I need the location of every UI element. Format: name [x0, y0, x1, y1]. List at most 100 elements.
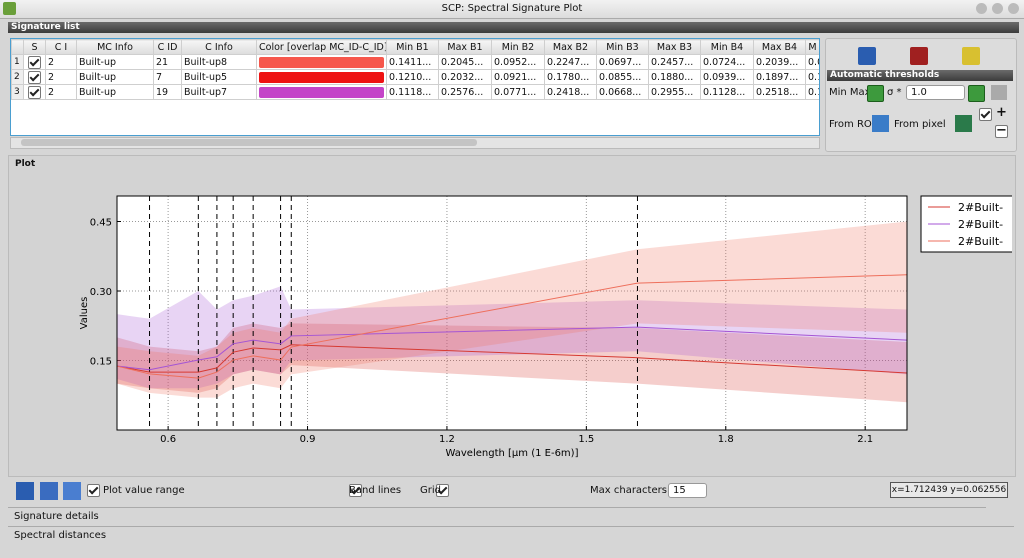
- series-line: [116, 344, 908, 374]
- plot-title: Plot: [15, 159, 36, 169]
- roi-button[interactable]: [872, 115, 889, 132]
- empty-cell: [806, 100, 820, 115]
- empty-cell: [649, 100, 701, 115]
- scroll-thumb[interactable]: [21, 139, 477, 146]
- table-row: 3 2 Built-up 19 Built-up7 0.1118... 0.2576... 0…: [11, 84, 819, 100]
- row-number: 3: [11, 84, 24, 100]
- empty-cell: [545, 100, 597, 115]
- empty-cell: [754, 130, 806, 136]
- cell-mc-id: 2: [45, 84, 77, 100]
- value-cell: 0.1411...: [386, 54, 439, 70]
- close-button[interactable]: [1008, 3, 1019, 14]
- value-cell: 0.1880...: [648, 69, 701, 85]
- column-header: S: [23, 39, 46, 55]
- sigma-input[interactable]: 1.0: [906, 85, 965, 100]
- column-header: Min B2: [491, 39, 545, 55]
- pixel-button[interactable]: [955, 115, 972, 132]
- y-tick-label: 0.45: [90, 217, 112, 228]
- value-cell: 0.1: [805, 69, 819, 85]
- color-cell: [256, 54, 387, 70]
- spectral-distances-tab[interactable]: Spectral distances: [8, 526, 1014, 543]
- from-roi-label: From ROI: [829, 119, 875, 130]
- minimize-button[interactable]: [976, 3, 987, 14]
- empty-cell: [182, 100, 257, 115]
- column-header: C Info: [181, 39, 257, 55]
- color-swatch: [259, 86, 384, 98]
- legend-label: 2#Built-: [958, 218, 1003, 231]
- color-cell: [256, 84, 387, 100]
- y-tick-label: 0.30: [90, 287, 112, 298]
- column-header: Max B3: [648, 39, 701, 55]
- min-max-button[interactable]: [867, 85, 884, 102]
- maximize-button[interactable]: [992, 3, 1003, 14]
- column-header: Min B3: [596, 39, 649, 55]
- column-header: Min B4: [700, 39, 754, 55]
- reset-button[interactable]: [991, 85, 1007, 100]
- empty-cell: [701, 115, 754, 130]
- empty-cell: [77, 130, 154, 136]
- value-cell: 0.2955...: [648, 84, 701, 100]
- remove-button[interactable]: [858, 47, 876, 65]
- axes-frame: [116, 195, 908, 431]
- cell-mc-id: 2: [45, 69, 77, 85]
- save-plot-button[interactable]: [40, 482, 58, 500]
- plot-value-range-checkbox[interactable]: [87, 484, 100, 497]
- from-pixel-label: From pixel: [894, 119, 946, 130]
- empty-cell: [24, 115, 46, 130]
- empty-cell: [649, 130, 701, 136]
- cell-c-info: Built-up5: [181, 69, 257, 85]
- select-cell: [23, 84, 46, 100]
- empty-cell: [154, 130, 182, 136]
- empty-cell: [12, 130, 24, 136]
- y-tick-label: 0.15: [90, 356, 112, 367]
- max-characters-input[interactable]: 15: [668, 483, 707, 498]
- fit-button[interactable]: [16, 482, 34, 500]
- value-cell: 0.2518...: [753, 84, 806, 100]
- signature-details-tab[interactable]: Signature details: [8, 507, 986, 524]
- row-checkbox[interactable]: [28, 70, 41, 84]
- max-characters-label: Max characters: [590, 485, 667, 496]
- empty-cell: [24, 130, 46, 136]
- band-lines-label: Band lines: [349, 485, 402, 496]
- zoom-button[interactable]: [63, 482, 81, 500]
- empty-cell: [387, 130, 439, 136]
- window-title: SCP: Spectral Signature Plot: [441, 3, 583, 14]
- grid-checkbox[interactable]: [436, 484, 450, 497]
- horizontal-scrollbar[interactable]: [10, 137, 820, 149]
- row-checkbox[interactable]: [28, 85, 41, 99]
- cell-mc-id: 2: [45, 54, 77, 70]
- chart-button[interactable]: [962, 47, 980, 65]
- band-lines-checkbox[interactable]: [349, 484, 363, 497]
- value-cell: 0.0: [805, 54, 819, 70]
- plus-checkbox[interactable]: [979, 108, 992, 121]
- column-header: Min B1: [386, 39, 439, 55]
- empty-cell: [597, 100, 649, 115]
- x-tick-label: 0.6: [160, 434, 176, 445]
- app-icon: [3, 2, 16, 15]
- signature-list-header: Signature list: [8, 22, 1019, 33]
- cell-c-id: 7: [153, 69, 182, 85]
- table-row: 2 2 Built-up 7 Built-up5 0.1210... 0.2032... 0.…: [11, 69, 819, 85]
- value-cell: 0.1780...: [544, 69, 597, 85]
- empty-cell: [77, 115, 154, 130]
- empty-cell: [439, 115, 492, 130]
- empty-cell: [492, 100, 545, 115]
- title-bar: SCP: Spectral Signature Plot: [0, 0, 1024, 19]
- row-checkbox[interactable]: [28, 55, 41, 69]
- empty-cell: [46, 100, 77, 115]
- x-tick-label: 1.2: [439, 434, 455, 445]
- series-line: [116, 326, 908, 371]
- column-header: C ID: [153, 39, 182, 55]
- cell-c-id: 21: [153, 54, 182, 70]
- sigma-button[interactable]: [968, 85, 985, 102]
- table-row: 1 2 Built-up 21 Built-up8 0.1411... 0.2045... 0…: [11, 54, 819, 70]
- color-cell: [256, 69, 387, 85]
- minus-checkbox[interactable]: [995, 125, 1009, 138]
- save-button[interactable]: [910, 47, 928, 65]
- cell-c-info: Built-up8: [181, 54, 257, 70]
- cell-mc-info: Built-up: [76, 54, 154, 70]
- select-cell: [23, 54, 46, 70]
- plus-label: +: [996, 105, 1007, 120]
